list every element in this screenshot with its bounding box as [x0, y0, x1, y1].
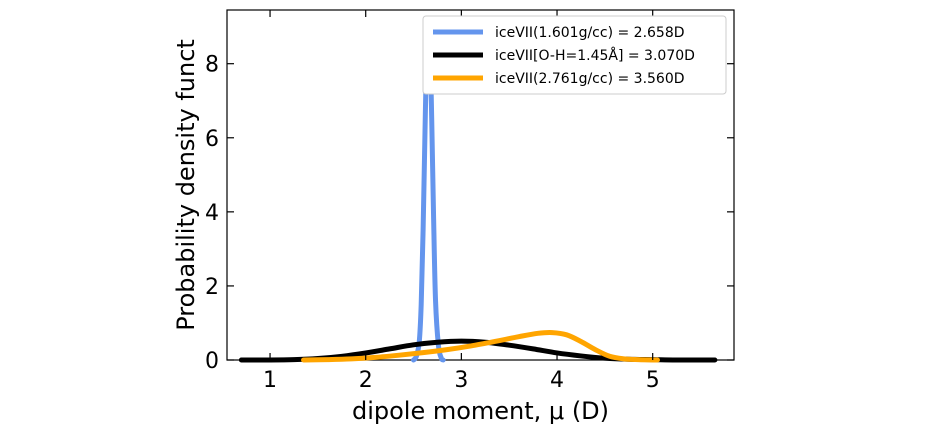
x-tick-label: 4	[550, 368, 564, 393]
x-tick-label: 1	[263, 368, 277, 393]
legend: iceVII(1.601g/cc) = 2.658D iceVII[O-H=1.4…	[422, 15, 727, 95]
y-axis-label: Probability density funct	[172, 39, 200, 331]
y-tick-label: 0	[205, 349, 219, 374]
x-tick-label: 2	[359, 368, 373, 393]
plot-frame	[226, 9, 735, 361]
legend-box	[422, 15, 727, 95]
y-tick-label: 6	[205, 127, 219, 152]
x-tick-label: 5	[646, 368, 660, 393]
series-line-3	[301, 330, 660, 363]
y-tick-label: 4	[205, 201, 219, 226]
x-axis-label: dipole moment, μ (D)	[352, 397, 609, 425]
y-tick-label: 2	[205, 275, 219, 300]
legend-label-1: iceVII(1.601g/cc) = 2.658D	[495, 25, 685, 41]
legend-label-3: iceVII(2.761g/cc) = 3.560D	[495, 71, 685, 87]
x-tick-label: 3	[454, 368, 468, 393]
y-tick-label: 8	[205, 53, 219, 78]
legend-label-2: iceVII[O-H=1.45Å] = 3.070D	[495, 47, 695, 64]
ticks-layer: 1 2 3 4 5 0 2 4 6 8	[205, 10, 734, 393]
